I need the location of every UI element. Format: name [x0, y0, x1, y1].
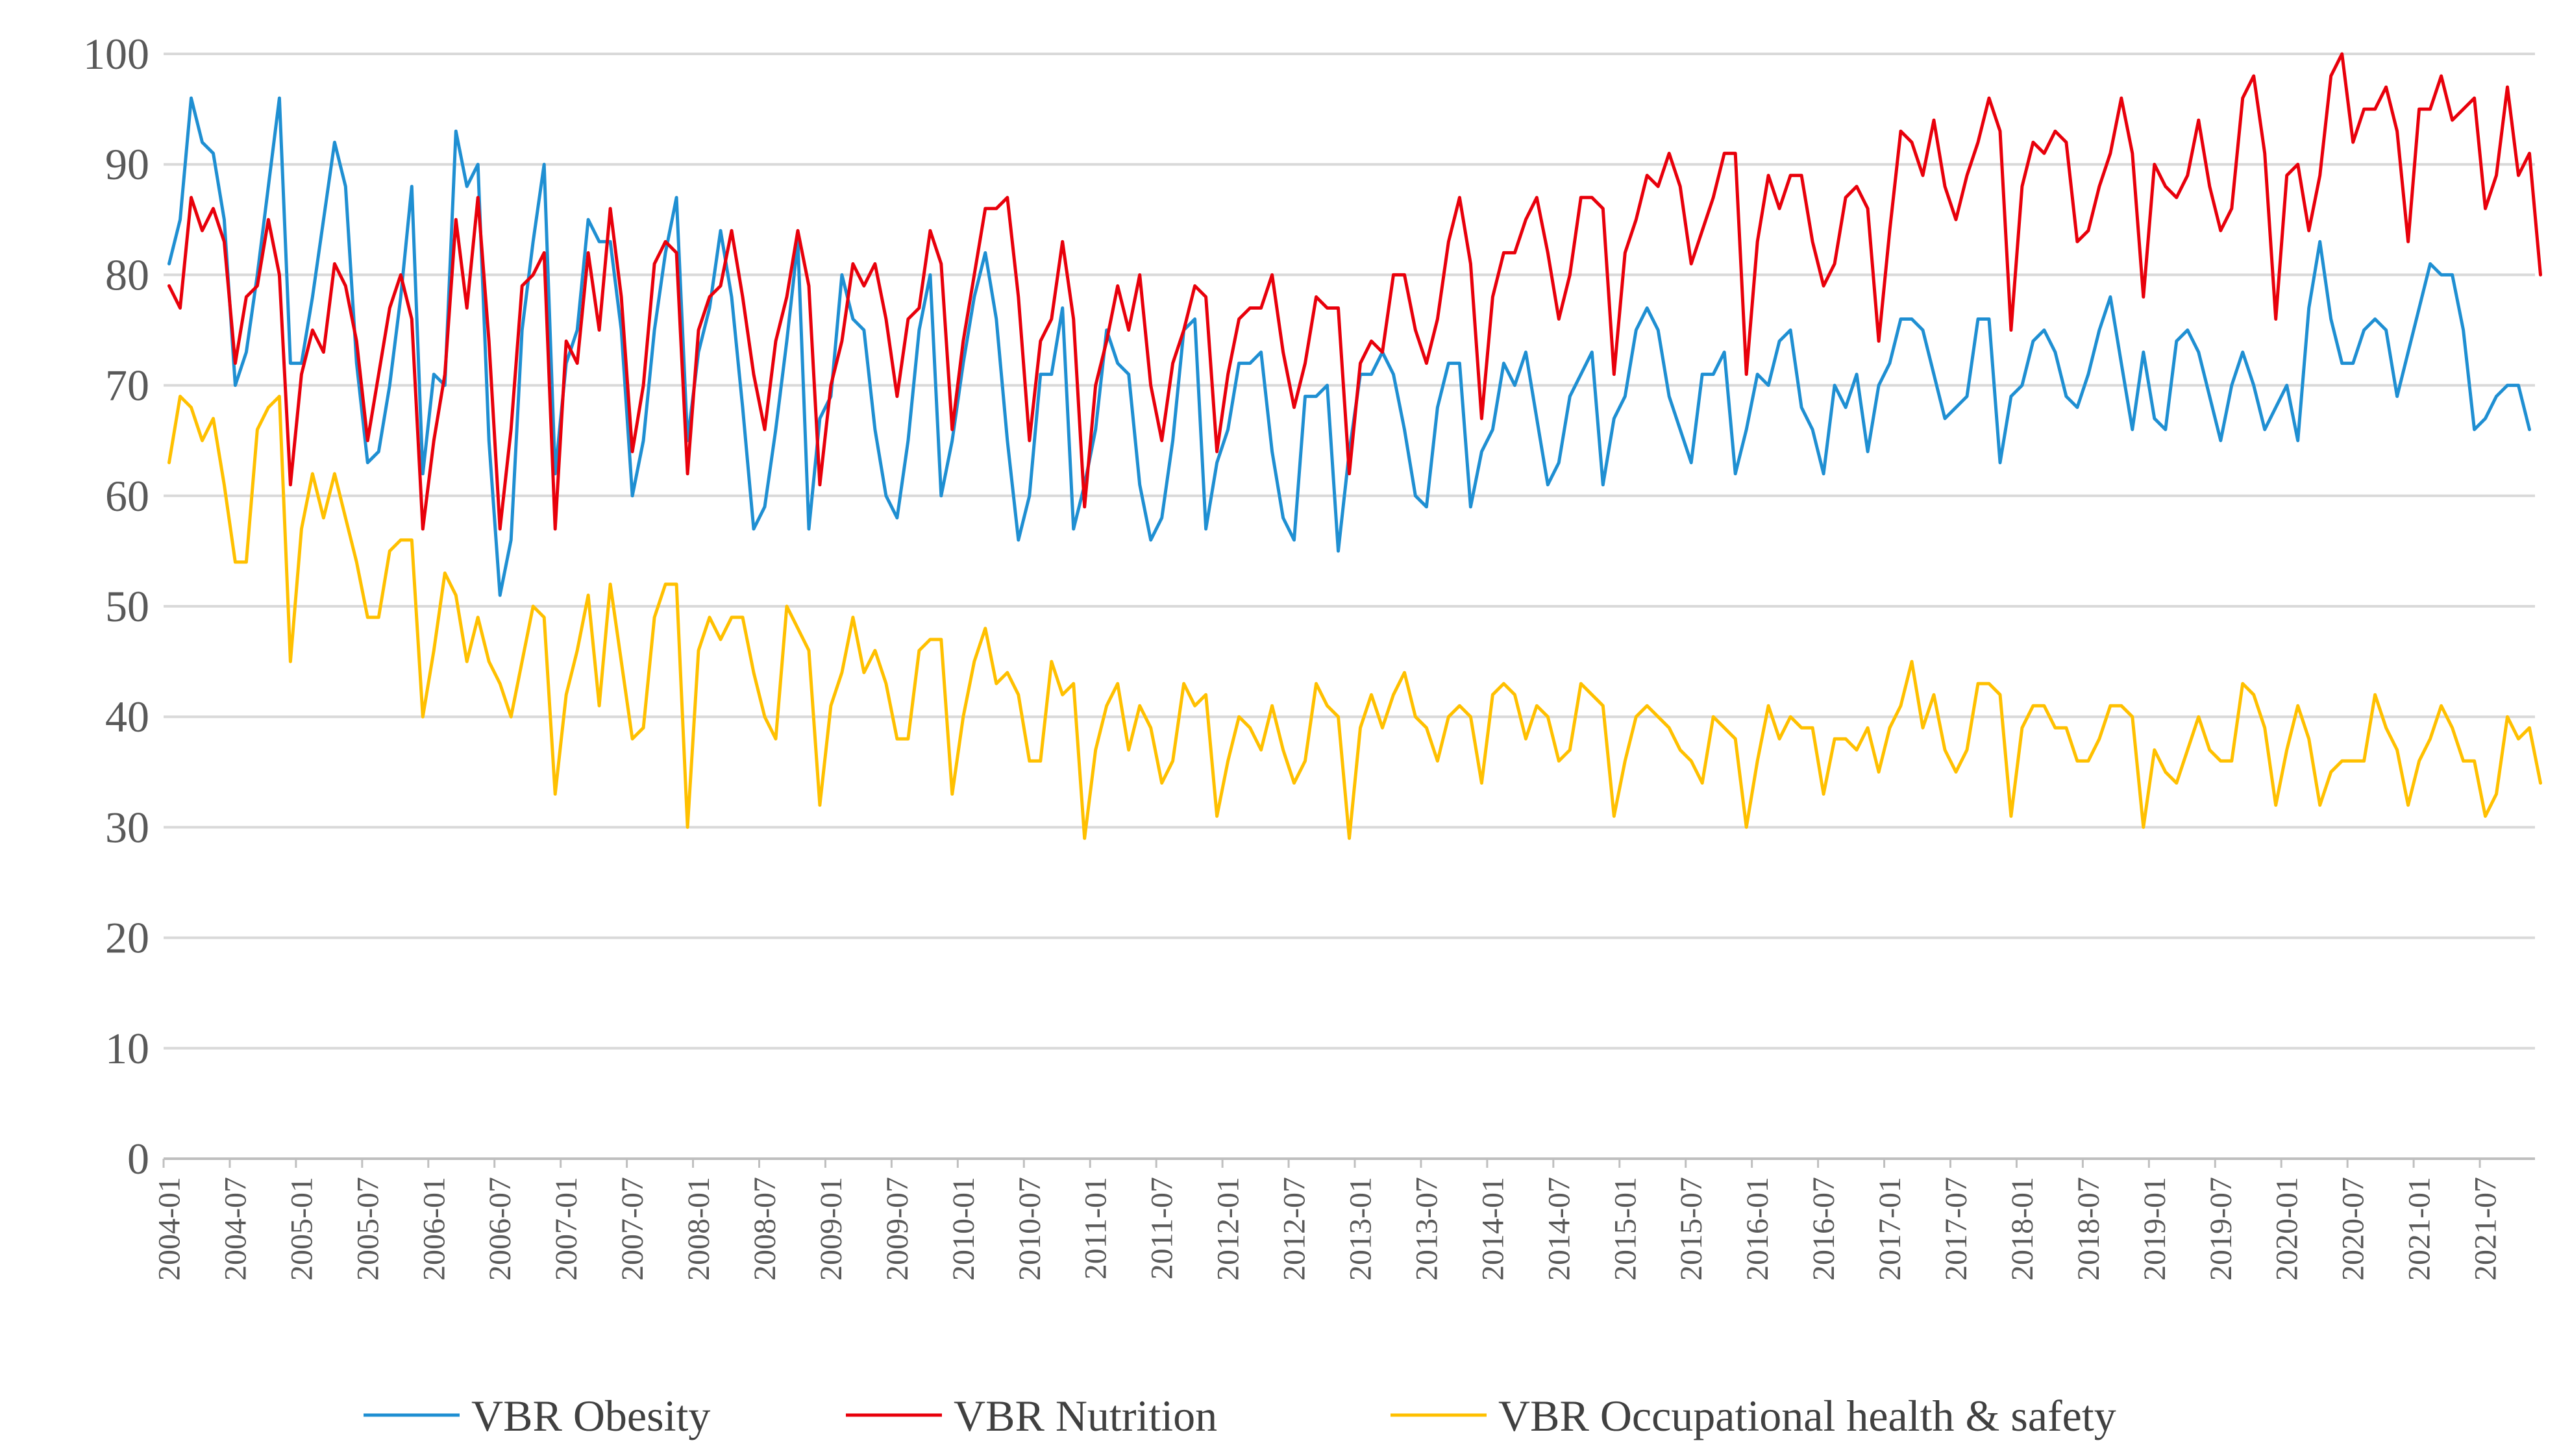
x-tick-label: 2006-01	[417, 1177, 451, 1281]
x-tick-label: 2009-07	[880, 1177, 915, 1281]
x-tick-label: 2018-07	[2071, 1177, 2106, 1281]
x-tick-label: 2009-01	[814, 1177, 848, 1281]
series-line-vbr-obesity	[167, 96, 2531, 597]
x-tick-label: 2012-07	[1278, 1177, 1312, 1281]
y-tick-label: 40	[105, 692, 149, 741]
y-tick-label: 100	[83, 29, 149, 79]
legend-label-vbr-obesity: VBR Obesity	[471, 1391, 710, 1440]
series-lines	[167, 52, 2542, 840]
x-tick-label: 2017-01	[1873, 1177, 1907, 1281]
x-tick-label: 2012-01	[1211, 1177, 1246, 1281]
x-tick-label: 2011-07	[1145, 1177, 1180, 1279]
x-tick-label: 2008-01	[682, 1177, 716, 1281]
x-axis-tick-labels: 2004-01 2004-07 2005-01 2005-07 2006-01 2006-…	[152, 1177, 2503, 1281]
x-tick-label: 2015-07	[1674, 1177, 1709, 1281]
y-axis-tick-labels: 0 10 20 30 40 50 60 70 80 90 100	[83, 29, 149, 1183]
x-tick-label: 2004-01	[152, 1177, 186, 1281]
x-tick-label: 2007-01	[549, 1177, 584, 1281]
x-tick-label: 2005-07	[351, 1177, 385, 1281]
y-tick-label: 70	[105, 361, 149, 410]
x-tick-label: 2013-07	[1409, 1177, 1444, 1281]
x-tick-label: 2010-07	[1013, 1177, 1047, 1281]
legend-label-vbr-occupational-health-safety: VBR Occupational health & safety	[1498, 1391, 2116, 1440]
x-tick-label: 2019-07	[2204, 1177, 2238, 1281]
x-tick-label: 2019-01	[2138, 1177, 2172, 1281]
series-line-vbr-nutrition	[167, 52, 2542, 531]
y-tick-label: 90	[105, 140, 149, 189]
y-tick-label: 10	[105, 1024, 149, 1073]
x-tick-label: 2021-07	[2469, 1177, 2503, 1281]
x-tick-label: 2014-01	[1476, 1177, 1510, 1281]
x-tick-label: 2008-07	[748, 1177, 782, 1281]
y-tick-label: 60	[105, 471, 149, 521]
legend: VBR Obesity VBR Nutrition VBR Occupational…	[364, 1391, 2116, 1440]
x-tick-label: 2006-07	[483, 1177, 517, 1281]
x-tick-label: 2007-07	[615, 1177, 650, 1281]
x-tick-label: 2021-01	[2403, 1177, 2437, 1281]
y-tick-label: 0	[127, 1134, 149, 1183]
y-tick-label: 80	[105, 250, 149, 299]
x-tick-label: 2016-01	[1740, 1177, 1775, 1281]
x-tick-label: 2015-01	[1608, 1177, 1642, 1281]
y-tick-label: 20	[105, 913, 149, 963]
x-tick-label: 2005-01	[284, 1177, 319, 1281]
x-tick-label: 2011-01	[1079, 1177, 1113, 1279]
legend-label-vbr-nutrition: VBR Nutrition	[954, 1391, 1217, 1440]
x-tick-label: 2020-01	[2270, 1177, 2305, 1281]
x-tick-label: 2014-07	[1542, 1177, 1576, 1281]
x-tick-label: 2013-01	[1343, 1177, 1378, 1281]
gridlines	[164, 53, 2535, 1050]
series-line-vbr-occupational-health-safety	[167, 395, 2542, 840]
y-tick-label: 50	[105, 582, 149, 631]
y-tick-label: 30	[105, 802, 149, 852]
x-tick-label: 2017-07	[1939, 1177, 1973, 1281]
x-tick-label: 2004-07	[218, 1177, 253, 1281]
x-tick-label: 2010-01	[946, 1177, 981, 1281]
x-tick-label: 2016-07	[1807, 1177, 1841, 1281]
x-axis-tick-marks	[162, 1159, 2481, 1168]
x-tick-label: 2020-07	[2336, 1177, 2371, 1281]
x-tick-label: 2018-01	[2005, 1177, 2040, 1281]
